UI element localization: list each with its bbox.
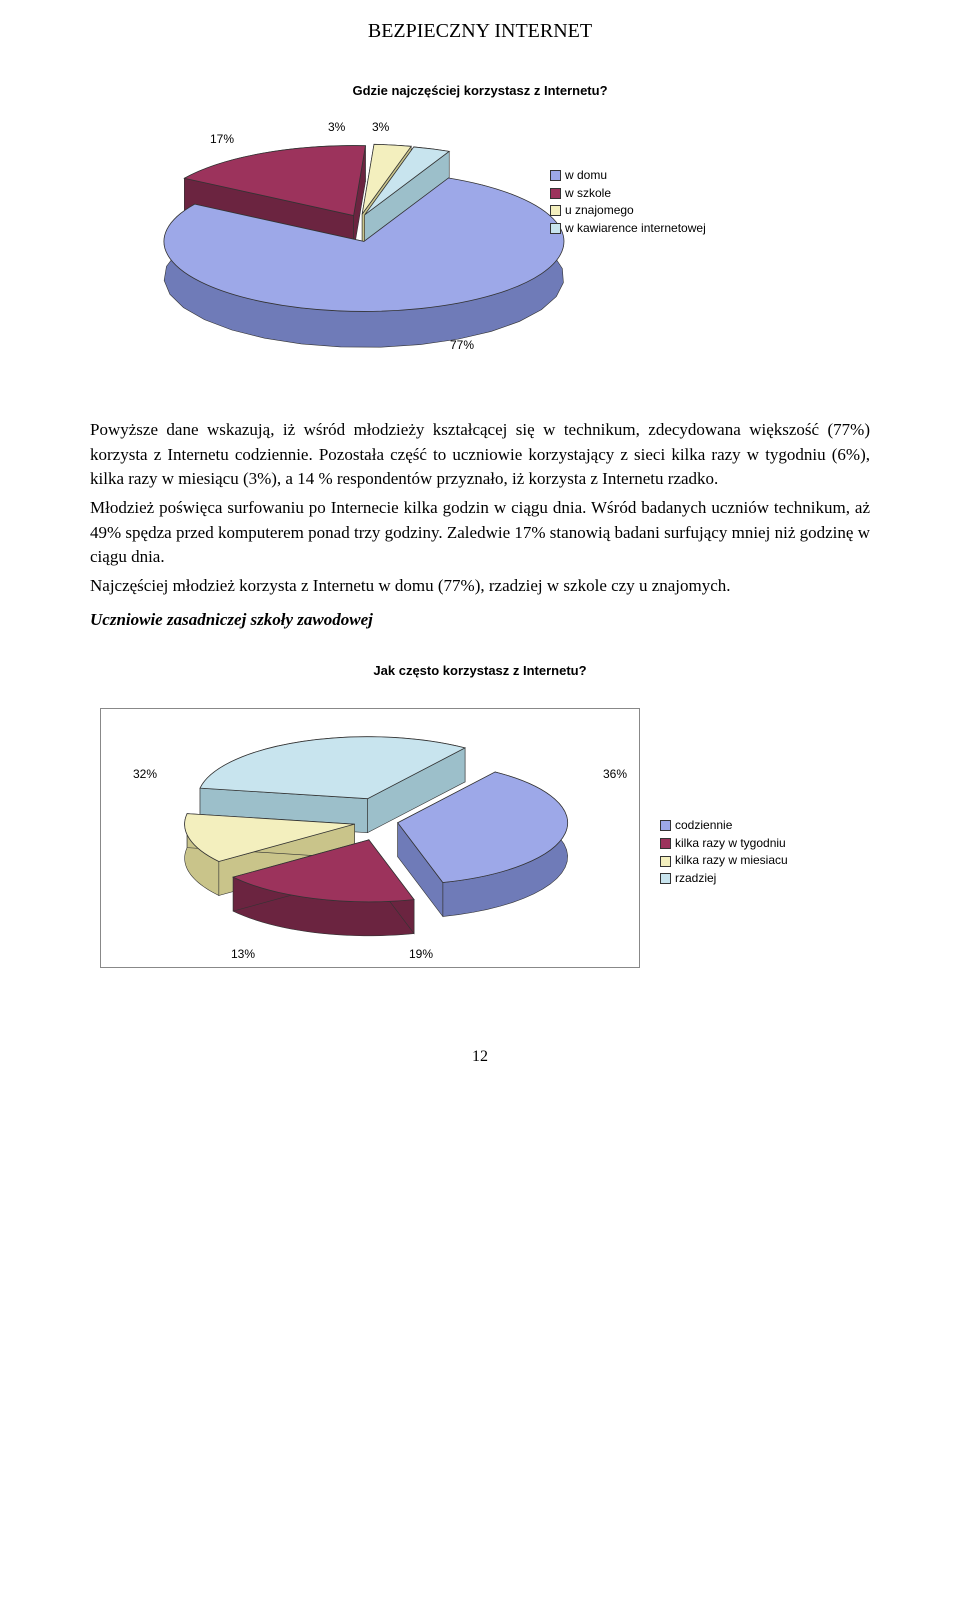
- legend-item: u znajomego: [550, 203, 706, 219]
- legend-label: rzadziej: [675, 871, 716, 887]
- legend-swatch: [660, 856, 671, 867]
- chart1-label-77: 77%: [450, 338, 474, 352]
- legend-item: rzadziej: [660, 871, 788, 887]
- legend-label: kilka razy w miesiacu: [675, 853, 788, 869]
- legend-swatch: [550, 188, 561, 199]
- legend-swatch: [550, 170, 561, 181]
- chart2-label-32: 32%: [133, 767, 157, 781]
- page-header: BEZPIECZNY INTERNET: [90, 20, 870, 43]
- legend-label: w szkole: [565, 186, 611, 202]
- chart1-title: Gdzie najczęściej korzystasz z Internetu…: [90, 83, 870, 98]
- legend-label: codziennie: [675, 818, 732, 834]
- legend-swatch: [550, 223, 561, 234]
- legend-item: w domu: [550, 168, 706, 184]
- chart2-label-13: 13%: [231, 947, 255, 961]
- chart2-legend: codziennie kilka razy w tygodniu kilka r…: [660, 818, 788, 888]
- chart2-label-36: 36%: [603, 767, 627, 781]
- chart2-label-19: 19%: [409, 947, 433, 961]
- legend-item: w kawiarence internetowej: [550, 221, 706, 237]
- chart1-label-3b: 3%: [372, 120, 389, 134]
- legend-item: w szkole: [550, 186, 706, 202]
- legend-swatch: [660, 838, 671, 849]
- chart1-svg: [90, 128, 610, 358]
- legend-swatch: [660, 820, 671, 831]
- body-text: Powyższe dane wskazują, iż wśród młodzie…: [90, 418, 870, 633]
- paragraph: Powyższe dane wskazują, iż wśród młodzie…: [90, 418, 870, 492]
- chart2-title: Jak często korzystasz z Internetu?: [90, 663, 870, 678]
- chart1-label-17: 17%: [210, 132, 234, 146]
- chart1-label-3a: 3%: [328, 120, 345, 134]
- legend-item: codziennie: [660, 818, 788, 834]
- legend-label: u znajomego: [565, 203, 634, 219]
- paragraph: Młodzież poświęca surfowaniu po Internec…: [90, 496, 870, 570]
- legend-label: kilka razy w tygodniu: [675, 836, 786, 852]
- subheading: Uczniowie zasadniczej szkoły zawodowej: [90, 608, 870, 633]
- legend-label: w kawiarence internetowej: [565, 221, 706, 237]
- chart2-plot-area: 36% 19% 13% 32%: [100, 708, 640, 968]
- chart1-legend: w domu w szkole u znajomego w kawiarence…: [550, 168, 706, 238]
- legend-item: kilka razy w tygodniu: [660, 836, 788, 852]
- chart1: 17% 3% 3% w domu w szkole u znajomego w …: [90, 128, 870, 388]
- chart2: 36% 19% 13% 32% codziennie kilka razy w …: [100, 708, 860, 988]
- legend-label: w domu: [565, 168, 607, 184]
- page-number: 12: [90, 1048, 870, 1066]
- legend-swatch: [660, 873, 671, 884]
- paragraph: Najczęściej młodzież korzysta z Internet…: [90, 574, 870, 599]
- legend-item: kilka razy w miesiacu: [660, 853, 788, 869]
- legend-swatch: [550, 205, 561, 216]
- chart2-svg: [101, 709, 641, 969]
